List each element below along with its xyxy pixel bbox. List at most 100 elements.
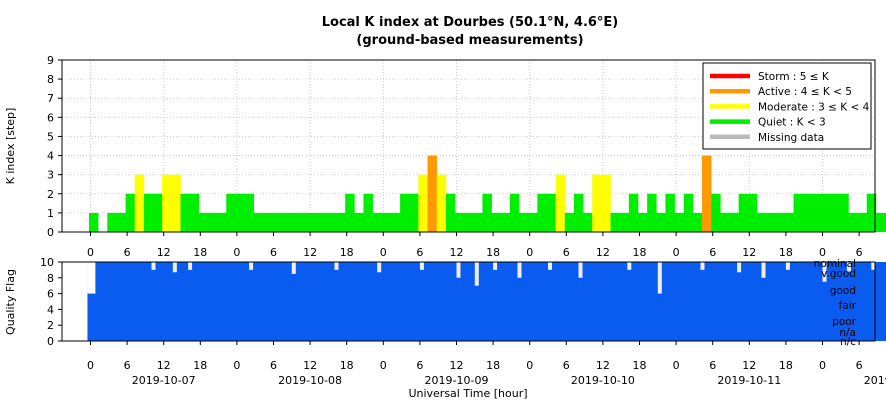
k-index-bar [226,193,236,232]
quality-bars [87,262,886,341]
k-index-bar [217,212,227,232]
k-index-bar [125,193,136,232]
k-index-bar [528,212,538,232]
k-index-bar [665,193,675,232]
k-x-tick-label: 12 [742,246,756,259]
k-y-tick-label: 3 [47,169,54,182]
quality-gap [419,262,424,270]
k-index-bar [656,212,666,232]
q-x-tick-label: 18 [340,359,354,372]
k-index-bar [180,193,190,232]
quality-frame [61,261,876,342]
quality-gap [456,262,461,278]
date-label: 2019-10-07 [132,374,196,387]
k-index-bar [482,193,492,232]
k-x-tick-label: 0 [87,246,94,259]
k-index-bar [564,212,575,232]
k-y-tick-label: 4 [47,150,54,163]
k-index-x-ticks: 0612180612180612180612180612180612180612… [87,232,863,259]
k-index-bar [500,212,511,232]
q-x-tick-label: 6 [563,359,570,372]
date-label: 2019-10-11 [717,374,781,387]
quality-flag-label: n/a [839,327,856,339]
k-index-bar [509,193,520,232]
q-x-tick-label: 0 [380,359,387,372]
q-x-tick-label: 12 [157,359,171,372]
k-index-bar [436,174,447,232]
q-x-tick-label: 12 [742,359,756,372]
k-index-bar [198,212,209,232]
k-x-tick-label: 12 [157,246,171,259]
k-x-tick-label: 0 [819,246,826,259]
k-index-bar [491,212,502,232]
q-y-tick-label: 8 [47,272,54,285]
q-x-tick-label: 0 [673,359,680,372]
k-index-frame [61,59,876,233]
k-index-bar [116,212,126,232]
k-index-bar [674,212,685,232]
k-x-tick-label: 6 [856,246,863,259]
k-index-bar [455,212,465,232]
legend-label: Storm : 5 ≤ K [758,71,830,83]
k-index-bar [683,193,694,232]
q-x-tick-label: 0 [526,359,533,372]
k-index-bar [775,212,785,232]
k-x-tick-label: 6 [709,246,716,259]
quality-gap [517,262,522,278]
quality-gap [578,262,583,278]
quality-gap [493,262,498,270]
k-index-bar [418,174,428,232]
k-index-bar [464,212,474,232]
k-index-bar [519,212,529,232]
k-x-tick-label: 6 [563,246,570,259]
k-x-tick-label: 12 [450,246,464,259]
k-index-bar [345,193,355,232]
k-index-bar [308,212,319,232]
date-label: 2019-10-08 [278,374,342,387]
quality-flag-label: nominal [814,258,856,270]
k-index-bar [354,212,364,232]
k-index-bar [235,193,245,232]
k-index-bar [619,212,630,232]
k-index-bar [610,212,620,232]
quality-flag-panel: 0 2 4 6 8 10 0 6 12 18 0 6 12 18 0 6 12 18 0 6 12 18 0 6 12 18 0 6… [4,256,886,400]
quality-gap [822,262,827,282]
quality-gap [548,262,552,270]
k-index-bar [546,193,556,232]
quality-gap [334,262,339,270]
k-index-bar [802,193,813,232]
k-x-tick-label: 0 [380,246,387,259]
k-index-bar [793,193,803,232]
date-label: 2019-10-10 [571,374,635,387]
k-index-bar [89,212,99,232]
k-x-tick-label: 0 [673,246,680,259]
date-labels: 2019-10-07 2019-10-08 2019-10-09 2019-10-10… [132,374,886,387]
k-index-bar [372,212,383,232]
k-index-bar [784,212,794,232]
k-index-bar [738,193,749,232]
quality-gap [377,262,382,273]
q-x-tick-label: 6 [270,359,277,372]
k-x-tick-label: 0 [526,246,533,259]
k-x-tick-label: 18 [193,246,207,259]
q-y-tick-label: 4 [47,303,54,316]
k-index-bar [290,212,300,232]
k-index-bar [692,212,703,232]
q-x-tick-label: 18 [633,359,647,372]
legend: Storm : 5 ≤ K Active : 4 ≤ K < 5 Moderate … [702,62,872,150]
k-index-bar [281,212,291,232]
k-index-bar [153,193,163,232]
quality-flag-label: v.good [821,268,856,280]
q-x-tick-label: 0 [87,359,94,372]
q-y-tick-label: 0 [47,335,54,348]
k-x-tick-label: 6 [270,246,277,259]
k-index-bar [720,212,730,232]
quality-flag-label: n/c [840,336,856,348]
k-y-tick-label: 0 [47,226,54,239]
k-index-bars [89,155,886,232]
quality-gap [249,262,254,270]
date-label: 2019-10-09 [425,374,489,387]
chart-title: Local K index at Dourbes (50.1°N, 4.6°E) [322,15,619,30]
k-x-tick-label: 18 [633,246,647,259]
